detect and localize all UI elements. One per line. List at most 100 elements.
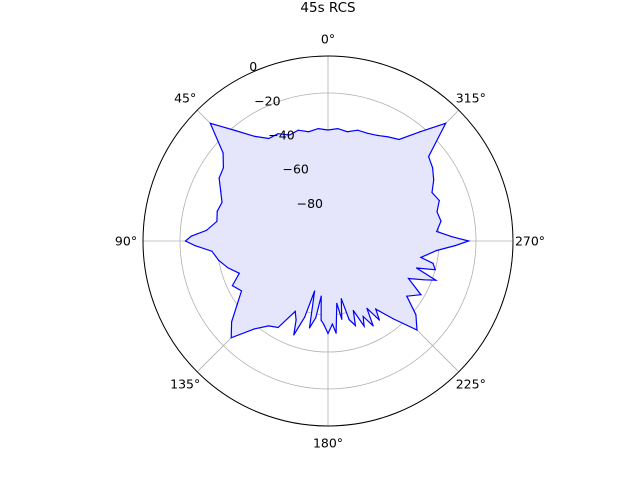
data-point (337, 128, 339, 130)
data-point (236, 304, 238, 306)
data-point (231, 285, 233, 287)
r-tick-label: 0 (249, 59, 257, 74)
data-point (455, 244, 457, 247)
data-point (218, 259, 220, 261)
data-point (254, 135, 256, 137)
data-point (297, 129, 299, 131)
data-point (436, 211, 438, 213)
data-point (253, 328, 255, 330)
series-area (185, 123, 469, 338)
data-point (398, 138, 400, 141)
data-point (231, 321, 233, 323)
data-point (419, 131, 421, 133)
data-point (216, 220, 218, 222)
data-point (222, 167, 224, 169)
r-tick-label: −80 (297, 196, 323, 211)
data-point (216, 210, 218, 212)
data-point (211, 250, 213, 252)
data-layer (142, 55, 514, 427)
polar-frame (142, 55, 514, 427)
data-point (308, 131, 310, 133)
data-point (277, 133, 279, 135)
data-point (348, 319, 350, 321)
data-point (428, 156, 430, 158)
data-point (327, 332, 329, 335)
tick-labels: 0° 45° 90° 135° 180° 225° 270° 315° −80 −60 −40 −20… (115, 32, 545, 451)
data-point (327, 129, 329, 131)
data-point (407, 277, 410, 280)
data-point (336, 302, 338, 304)
data-point (234, 129, 236, 132)
data-point (277, 326, 279, 329)
data-point (354, 324, 356, 327)
data-point (218, 177, 220, 179)
data-point (451, 236, 453, 238)
data-point (340, 298, 342, 300)
data-point (362, 315, 364, 318)
data-point (433, 179, 435, 181)
theta-tick-label: 180° (313, 436, 343, 451)
data-point (363, 325, 365, 327)
data-point (194, 245, 196, 247)
data-point (205, 229, 207, 231)
data-point (372, 325, 374, 327)
data-point (222, 152, 224, 154)
data-point (190, 235, 192, 237)
data-point (314, 290, 316, 292)
series-line (184, 122, 471, 339)
theta-tick-label: 90° (115, 234, 137, 249)
data-point (294, 310, 296, 312)
data-point (438, 199, 440, 202)
data-point (378, 319, 380, 321)
data-point (209, 122, 211, 124)
data-point (240, 290, 243, 292)
data-point (436, 230, 438, 233)
data-point (346, 131, 348, 133)
theta-tick-label: 270° (515, 234, 545, 249)
data-point (268, 137, 270, 140)
data-point (420, 294, 422, 296)
data-point (323, 323, 325, 325)
data-point (184, 240, 187, 242)
data-point (288, 134, 290, 136)
data-point (304, 316, 306, 318)
data-point (431, 191, 433, 194)
data-point (416, 329, 418, 331)
data-point (387, 136, 389, 138)
data-point (331, 323, 333, 325)
r-tick-label: −60 (283, 162, 309, 177)
data-point (315, 317, 317, 319)
theta-tick-label: 0° (321, 32, 335, 47)
data-point (432, 262, 434, 264)
theta-tick-label: 225° (456, 376, 486, 391)
theta-tick-label: 135° (170, 376, 200, 391)
data-point (415, 314, 417, 316)
data-point (436, 249, 438, 252)
data-point (366, 132, 368, 134)
r-tick-label: −20 (254, 93, 280, 108)
data-point (376, 134, 378, 136)
data-point (366, 307, 368, 309)
theta-tick-label: 45° (174, 91, 196, 106)
data-point (221, 201, 223, 203)
r-tick-label: −40 (268, 127, 294, 142)
theta-tick-label: 315° (456, 91, 486, 106)
data-point (293, 334, 295, 336)
data-point (352, 309, 354, 312)
data-point (440, 220, 442, 222)
data-point (420, 256, 422, 258)
data-point (268, 325, 270, 327)
data-point (357, 129, 359, 131)
data-point (435, 279, 437, 281)
data-point (220, 190, 222, 192)
data-point (320, 295, 322, 297)
data-point (335, 332, 337, 334)
data-point (434, 269, 436, 271)
chart-title: 45s RCS (300, 0, 355, 16)
data-point (375, 308, 377, 310)
data-point (341, 318, 343, 320)
data-point (415, 267, 418, 269)
data-point (445, 122, 447, 124)
data-point (295, 319, 297, 321)
